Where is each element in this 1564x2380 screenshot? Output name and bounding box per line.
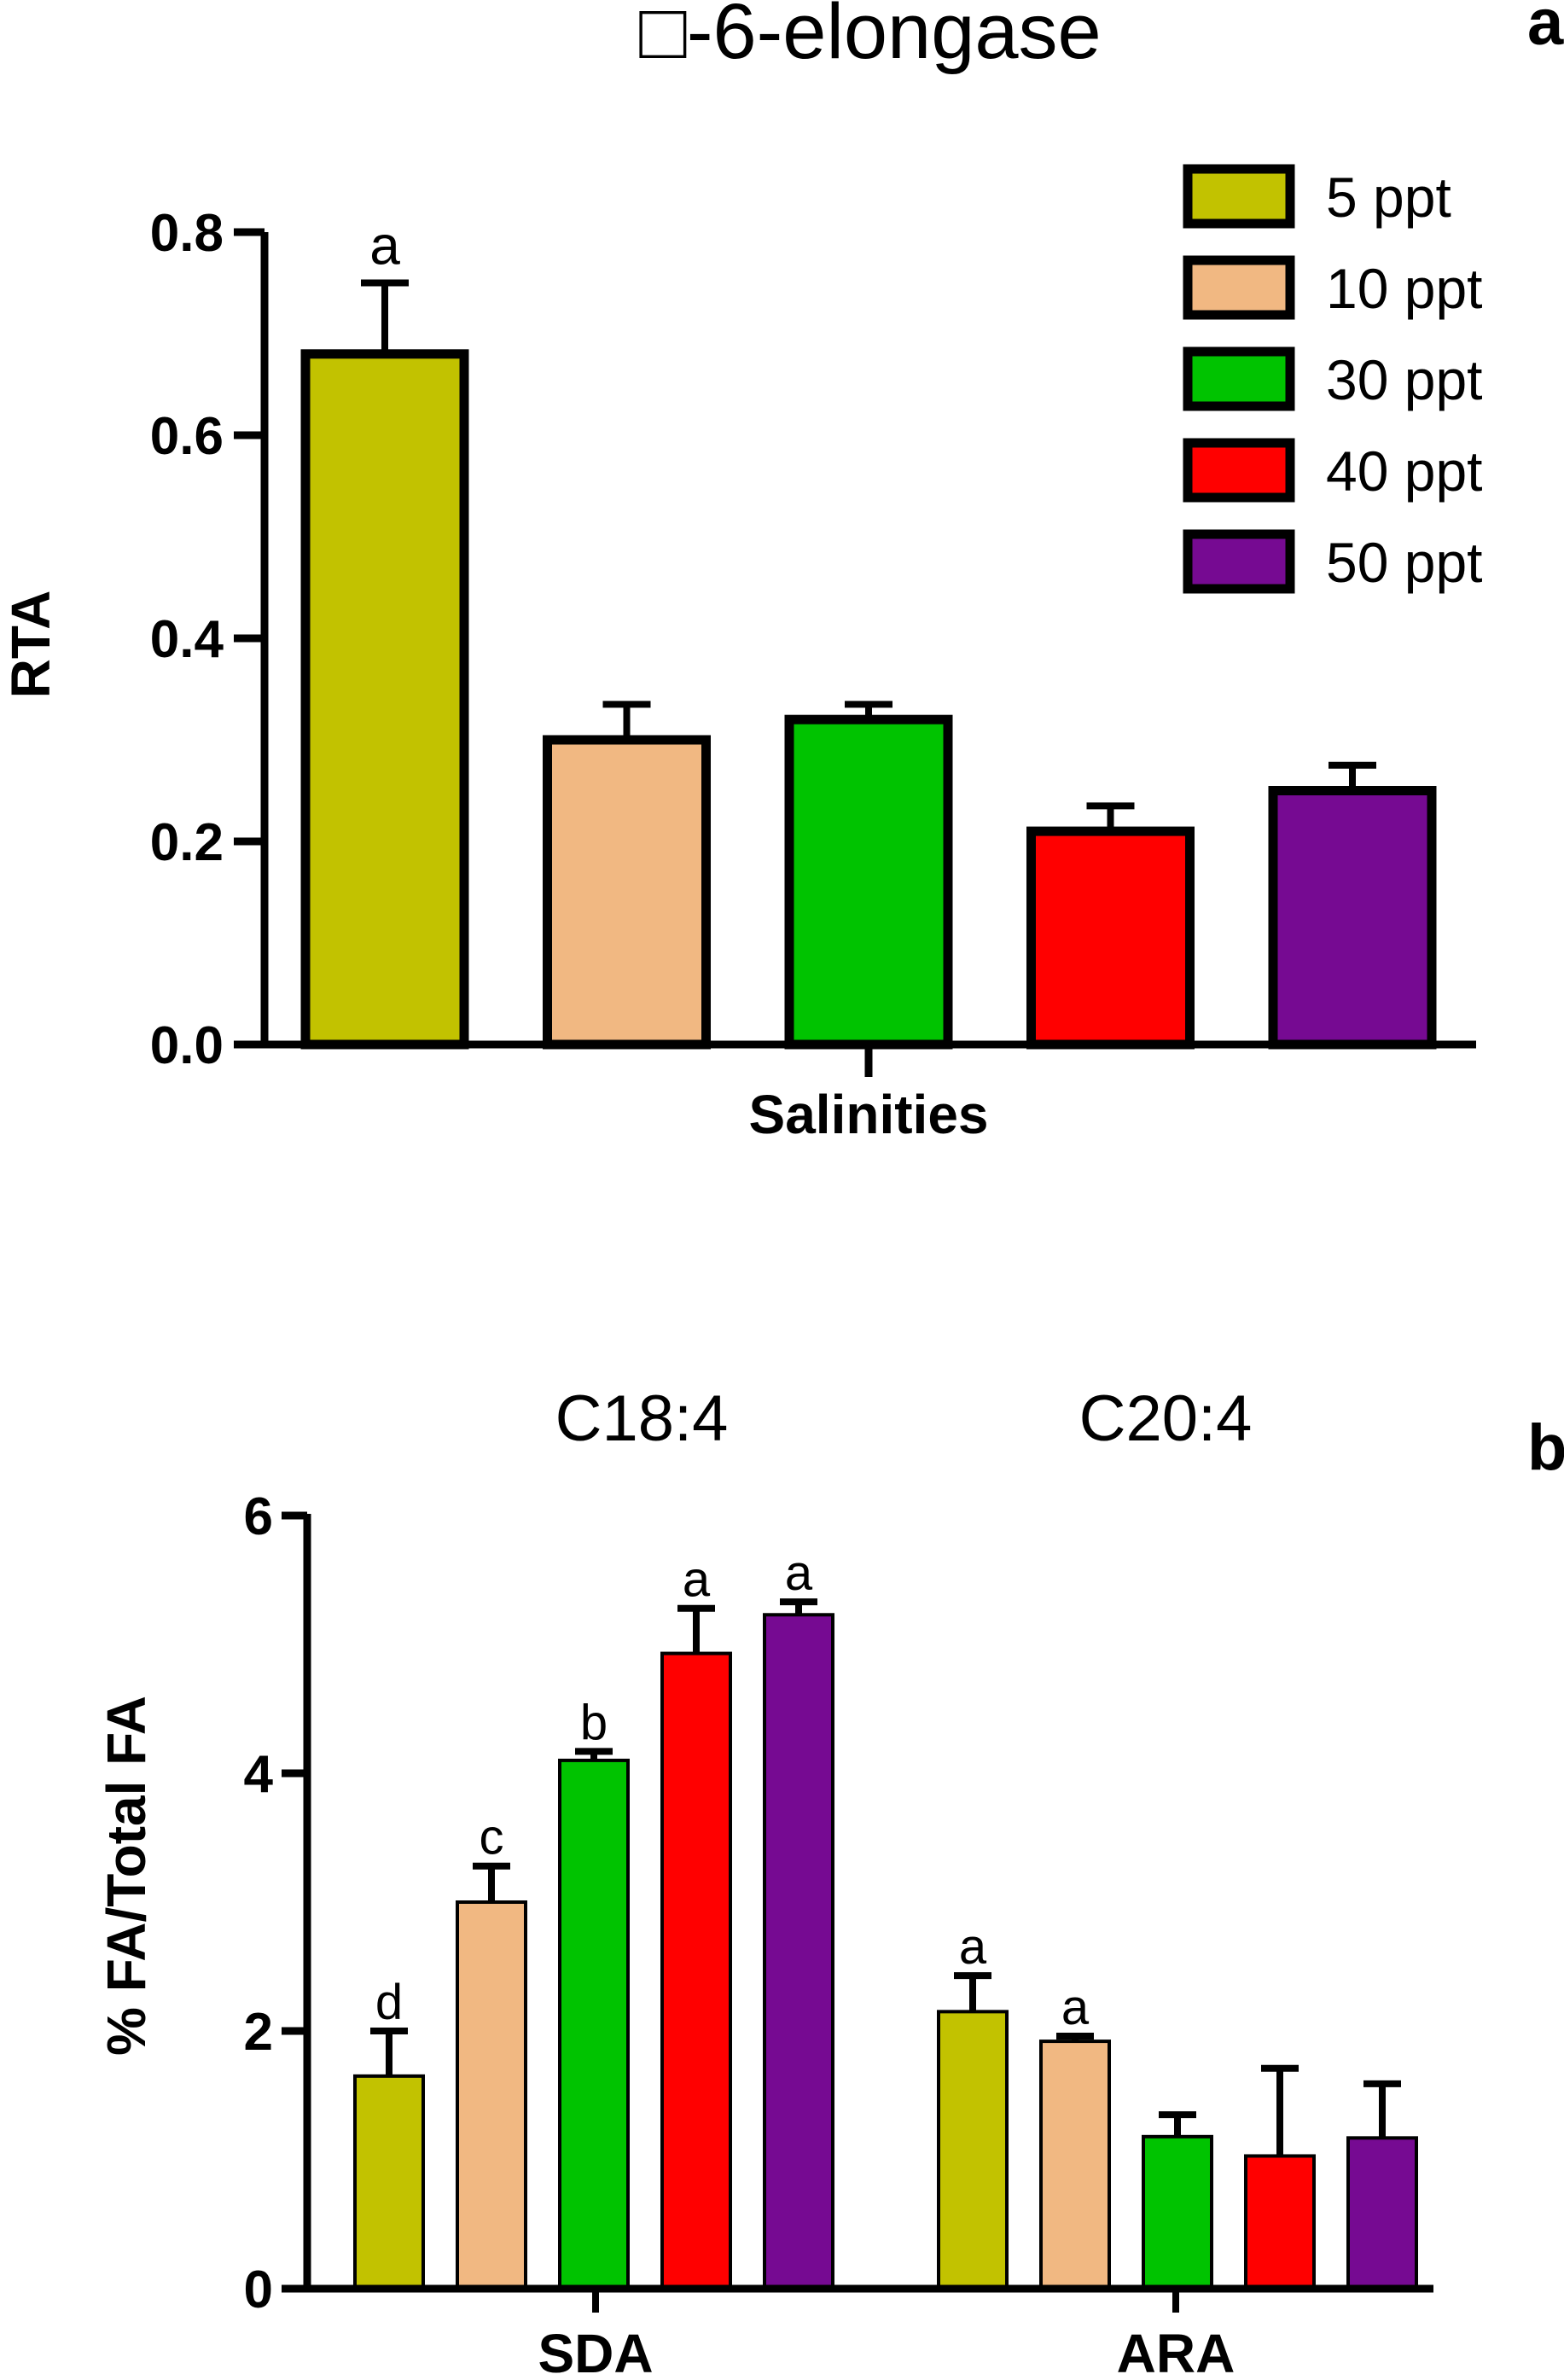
panel-a-bar-30-ppt [784, 714, 953, 1050]
panel-b-significance-letter: b [580, 1695, 608, 1750]
panel-a-title: □-6-elongase [639, 0, 1101, 75]
legend-label-5-ppt: 5 ppt [1326, 166, 1451, 229]
panel-a-legend: 5 ppt 10 ppt 30 ppt 40 ppt 50 ppt [1183, 164, 1483, 594]
panel-b-bar-sda-5-ppt [353, 2074, 425, 2291]
panel-b-y-tick-label: 6 [244, 1487, 273, 1546]
panel-b-y-ticks: 0 2 4 6 [244, 1487, 307, 2319]
panel-b-x-tick-label-sda: SDA [538, 2323, 653, 2380]
panel-a-significance-letter: a [369, 215, 400, 276]
panel-a-y-tick-label: 0.0 [150, 1016, 224, 1075]
panel-b-category-title-sda: C18:4 [555, 1382, 729, 1455]
legend-swatch-50-ppt [1183, 529, 1295, 594]
panel-b-bar-sda-50-ppt [763, 1613, 834, 2290]
panel-b-bar-ara-30-ppt [1142, 2134, 1213, 2291]
panel-a-bar-40-ppt [1026, 826, 1195, 1050]
panel-a-axes [260, 232, 1476, 1077]
panel-b-significance-letter: d [375, 1975, 403, 2030]
panel-b-bar-sda-40-ppt [660, 1651, 732, 2290]
panel-b-bar-ara-50-ppt [1346, 2136, 1418, 2291]
panel-a-bars: a [300, 215, 1437, 1050]
panel-b-x-tick-labels: SDA ARA [538, 2289, 1235, 2380]
panel-b-y-tick-label: 2 [244, 2003, 273, 2062]
panel-b-bar-ara-40-ppt [1244, 2154, 1316, 2290]
panel-a-x-axis-label: Salinities [749, 1084, 989, 1145]
panel-a-y-tick-label: 0.6 [150, 407, 224, 466]
panel-b-chart: b C18:4 C20:4 % FA/Total FA 0 2 4 6 d c b a a a a… [96, 1382, 1564, 2380]
panel-a-y-axis-label: RTA [0, 591, 61, 699]
legend-swatch-10-ppt [1183, 255, 1295, 320]
panel-b-category-title-ara: C20:4 [1079, 1382, 1253, 1455]
panel-b-x-tick-label-ara: ARA [1117, 2323, 1236, 2380]
legend-swatch-5-ppt [1183, 164, 1295, 229]
legend-swatch-40-ppt [1183, 438, 1295, 503]
panel-b-significance-letter: c [480, 1810, 504, 1865]
panel-b-bar-ara-10-ppt [1039, 2040, 1111, 2291]
panel-b-y-axis-label: % FA/Total FA [96, 1696, 157, 2056]
legend-swatch-30-ppt [1183, 346, 1295, 411]
panel-b-significance-letter: a [785, 1545, 813, 1601]
legend-label-50-ppt: 50 ppt [1326, 531, 1483, 594]
panel-b-bar-sda-30-ppt [558, 1758, 630, 2290]
panel-a-y-tick-label: 0.2 [150, 813, 224, 872]
panel-b-significance-letter: a [1061, 1980, 1090, 2035]
panel-a-bar-5-ppt [300, 349, 469, 1050]
panel-a-y-tick-label: 0.4 [150, 610, 224, 669]
panel-b-bar-sda-10-ppt [456, 1900, 527, 2290]
panel-b-significance-letter: a [959, 1919, 987, 1975]
panel-b-y-tick-label: 4 [244, 1745, 274, 1804]
panel-a-bar-10-ppt [543, 735, 711, 1050]
panel-b-axes [303, 1514, 1433, 2293]
panel-b-bar-ara-5-ppt [937, 2010, 1009, 2291]
panel-a-bar-50-ppt [1268, 786, 1437, 1050]
panel-b-significance-letter: a [683, 1552, 711, 1608]
panel-a-y-tick-label: 0.8 [150, 204, 224, 263]
panel-b-bars: d c b a a a a [353, 1545, 1418, 2291]
panel-b-y-tick-label: 0 [244, 2261, 273, 2319]
panel-b-label: b [1527, 1411, 1564, 1484]
legend-label-40-ppt: 40 ppt [1326, 439, 1483, 503]
panel-a-label: a [1527, 0, 1564, 59]
panel-a-y-ticks: 0.0 0.2 0.4 0.6 0.8 [150, 204, 265, 1075]
panel-a-chart: □-6-elongase a RTA Salinities 0.00.20.40… [0, 0, 1564, 1145]
legend-label-30-ppt: 30 ppt [1326, 348, 1483, 411]
legend-label-10-ppt: 10 ppt [1326, 257, 1483, 320]
